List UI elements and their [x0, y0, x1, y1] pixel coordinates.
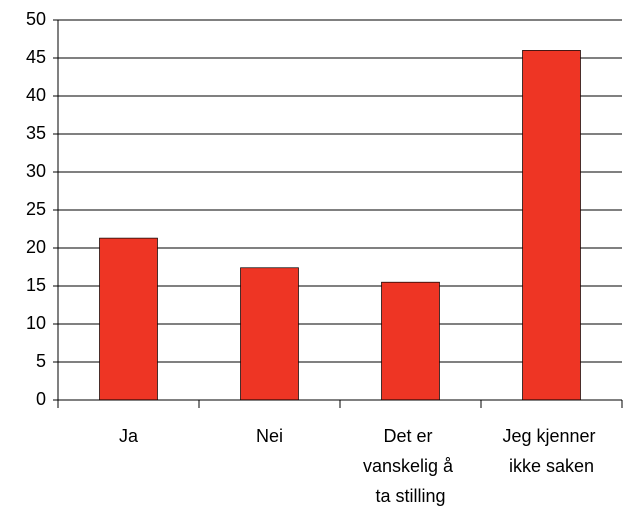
- bar: [522, 50, 581, 401]
- bar: [381, 281, 440, 401]
- bar: [99, 237, 158, 401]
- y-tick-label: 20: [26, 237, 46, 257]
- y-tick-label: 15: [26, 275, 46, 295]
- y-tick-label: 30: [26, 161, 46, 181]
- y-tick-label: 25: [26, 199, 46, 219]
- y-tick-label: 10: [26, 313, 46, 333]
- x-tick-label: Ja: [119, 426, 139, 446]
- y-tick-label: 45: [26, 47, 46, 67]
- x-tick-label: Det er vanskelig å ta stilling: [363, 426, 458, 506]
- y-tick-label: 40: [26, 85, 46, 105]
- x-tick-label: Nei: [256, 426, 283, 446]
- y-tick-label: 35: [26, 123, 46, 143]
- y-tick-label: 50: [26, 9, 46, 29]
- bar: [240, 267, 299, 401]
- y-tick-label: 5: [36, 351, 46, 371]
- x-tick-label: Jeg kjenner ikke saken: [502, 426, 600, 476]
- y-tick-label: 0: [36, 389, 46, 409]
